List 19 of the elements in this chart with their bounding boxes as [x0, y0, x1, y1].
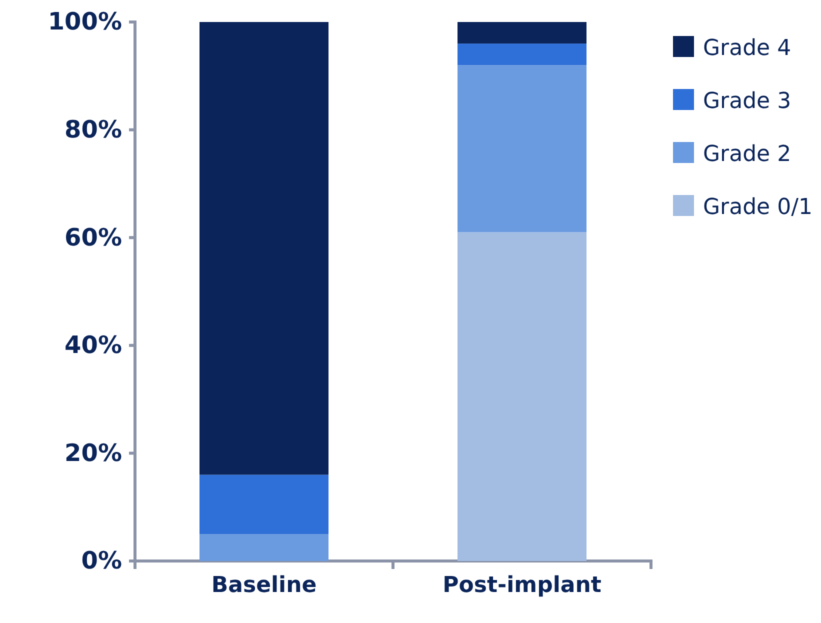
bar	[200, 474, 328, 534]
y-tick-label: 100%	[48, 8, 122, 36]
y-tick-label: 80%	[64, 115, 122, 144]
y-tick-label: 40%	[64, 331, 122, 360]
legend-label: Grade 0/1	[703, 195, 812, 220]
bar	[200, 22, 328, 475]
y-tick-label: 0%	[81, 546, 122, 575]
bar	[200, 534, 328, 561]
legend-label: Grade 3	[703, 89, 792, 114]
bar	[458, 65, 586, 232]
bar	[458, 232, 586, 561]
bar	[458, 22, 586, 44]
legend-label: Grade 2	[703, 142, 792, 167]
legend-label: Grade 4	[703, 36, 792, 61]
y-tick-label: 60%	[64, 223, 122, 252]
x-tick-label: Post-implant	[442, 573, 602, 598]
y-tick-label: 20%	[64, 438, 122, 467]
x-tick-label: Baseline	[211, 573, 317, 598]
bar	[458, 44, 586, 66]
